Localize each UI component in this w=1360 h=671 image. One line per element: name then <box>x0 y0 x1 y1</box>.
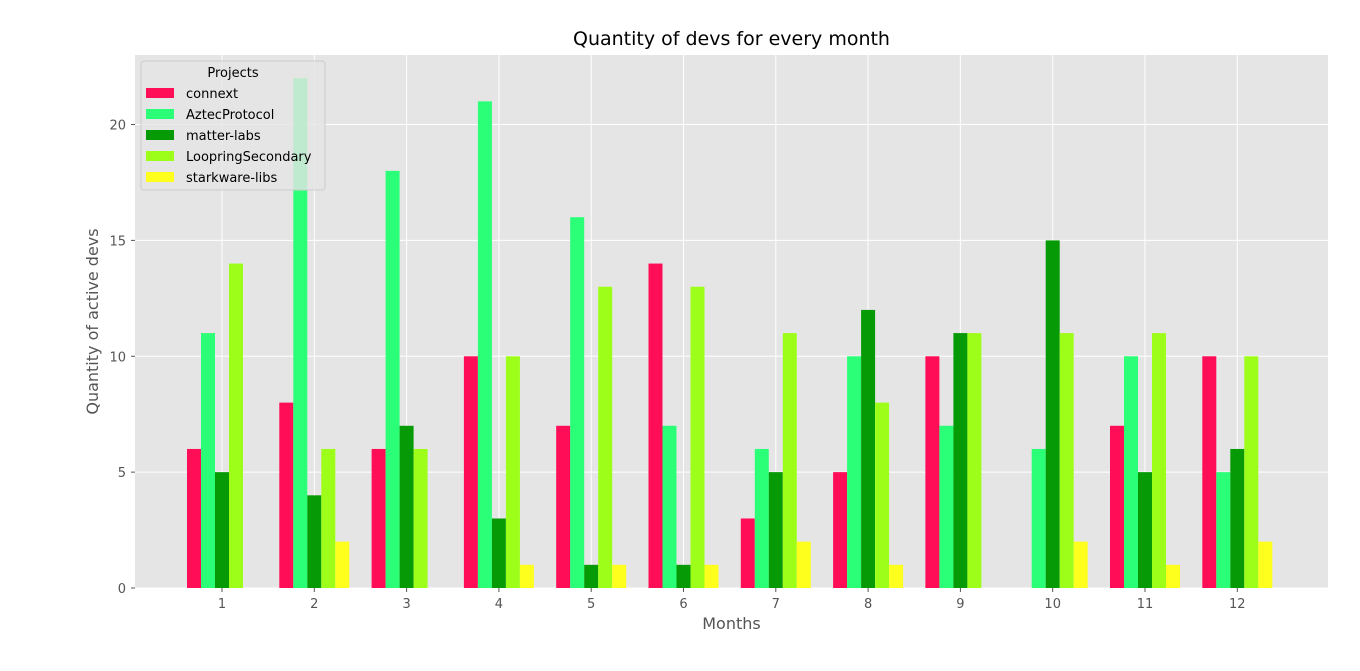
bar-loopringsecondary-2 <box>321 448 336 588</box>
bar-loopringsecondary-12 <box>1244 356 1259 588</box>
bar-loopringsecondary-10 <box>1059 333 1074 588</box>
x-tick-label: 3 <box>402 597 410 612</box>
legend-swatch <box>146 151 174 161</box>
bar-matter-labs-9 <box>953 333 968 588</box>
bar-loopringsecondary-9 <box>967 333 982 588</box>
x-tick-label: 6 <box>679 597 687 612</box>
bar-connext-3 <box>371 448 386 588</box>
bar-matter-labs-4 <box>491 518 506 588</box>
chart-title: Quantity of devs for every month <box>573 28 890 50</box>
legend-swatch <box>146 172 174 182</box>
bar-loopringsecondary-6 <box>690 286 705 588</box>
bar-connext-6 <box>648 263 663 588</box>
bar-connext-11 <box>1110 425 1124 588</box>
bar-connext-5 <box>556 425 571 588</box>
bar-starkware-libs-2 <box>335 541 350 588</box>
bar-starkware-libs-11 <box>1166 564 1180 588</box>
bar-aztecprotocol-6 <box>662 425 677 588</box>
x-tick-label: 7 <box>772 597 780 612</box>
bar-aztecprotocol-10 <box>1031 448 1046 588</box>
bar-starkware-libs-6 <box>704 564 719 588</box>
bar-loopringsecondary-11 <box>1152 333 1166 588</box>
bar-matter-labs-8 <box>861 309 876 588</box>
x-tick-label: 9 <box>956 597 964 612</box>
bar-matter-labs-10 <box>1045 240 1060 589</box>
legend-label: AztecProtocol <box>186 108 274 123</box>
bar-aztecprotocol-9 <box>939 425 954 588</box>
legend-items: connext AztecProtocol matter-labs LoopringS… <box>146 87 312 186</box>
bar-loopringsecondary-5 <box>598 286 613 588</box>
bar-connext-7 <box>740 518 755 588</box>
bar-aztecprotocol-7 <box>754 448 769 588</box>
bar-loopringsecondary-1 <box>229 263 243 588</box>
bar-connext-9 <box>925 356 940 588</box>
bar-loopringsecondary-8 <box>875 402 890 588</box>
bar-loopringsecondary-3 <box>413 448 428 588</box>
x-tick-label: 12 <box>1229 597 1246 612</box>
bar-connext-4 <box>463 356 478 588</box>
bars <box>187 78 1273 589</box>
bar-matter-labs-6 <box>676 564 691 588</box>
bar-loopringsecondary-7 <box>782 333 797 588</box>
x-axis-title: Months <box>702 614 760 633</box>
bar-starkware-libs-4 <box>519 564 534 588</box>
bar-connext-1 <box>187 448 201 588</box>
x-tick-label: 11 <box>1137 597 1154 612</box>
legend-swatch <box>146 130 174 140</box>
legend: Projects connext AztecProtocol matter-labs… <box>140 60 326 191</box>
x-tick-label: 5 <box>587 597 595 612</box>
y-tick-label: 10 <box>109 350 126 365</box>
bar-matter-labs-2 <box>307 495 322 588</box>
bar-aztecprotocol-3 <box>385 170 400 588</box>
legend-box <box>140 60 326 191</box>
x-tick-label: 1 <box>218 597 226 612</box>
legend-label: starkware-libs <box>186 171 278 186</box>
bar-aztecprotocol-11 <box>1124 356 1138 588</box>
bar-aztecprotocol-5 <box>570 217 585 588</box>
legend-title: Projects <box>207 66 258 81</box>
bar-starkware-libs-12 <box>1258 541 1273 588</box>
legend-swatch <box>146 88 174 98</box>
bar-matter-labs-7 <box>768 472 783 588</box>
bar-matter-labs-5 <box>584 564 599 588</box>
legend-label: connext <box>186 87 238 102</box>
bar-aztecprotocol-1 <box>201 333 215 588</box>
bar-aztecprotocol-12 <box>1216 472 1231 588</box>
bar-starkware-libs-5 <box>612 564 627 588</box>
y-tick-label: 0 <box>118 582 126 597</box>
y-axis-title: Quantity of active devs <box>83 228 102 414</box>
bar-starkware-libs-10 <box>1073 541 1088 588</box>
x-tick-label: 2 <box>310 597 318 612</box>
legend-label: LoopringSecondary <box>186 150 312 165</box>
bar-aztecprotocol-2 <box>293 78 308 588</box>
bar-connext-2 <box>279 402 294 588</box>
bar-matter-labs-3 <box>399 425 414 588</box>
legend-swatch <box>146 109 174 119</box>
y-tick-label: 15 <box>109 234 126 249</box>
bar-matter-labs-12 <box>1230 448 1245 588</box>
bar-starkware-libs-8 <box>889 564 904 588</box>
bar-matter-labs-1 <box>215 472 229 588</box>
x-tick-label: 10 <box>1044 597 1061 612</box>
bar-connext-12 <box>1202 356 1217 588</box>
bar-starkware-libs-7 <box>796 541 811 588</box>
legend-label: matter-labs <box>186 129 261 144</box>
bar-loopringsecondary-4 <box>505 356 520 588</box>
bar-connext-8 <box>833 472 848 588</box>
y-tick-label: 5 <box>118 466 126 481</box>
bar-matter-labs-11 <box>1138 472 1152 588</box>
bar-aztecprotocol-4 <box>477 101 492 588</box>
y-tick-label: 20 <box>109 119 126 134</box>
x-tick-label: 8 <box>864 597 872 612</box>
bar-aztecprotocol-8 <box>847 356 862 588</box>
x-tick-label: 4 <box>495 597 503 612</box>
